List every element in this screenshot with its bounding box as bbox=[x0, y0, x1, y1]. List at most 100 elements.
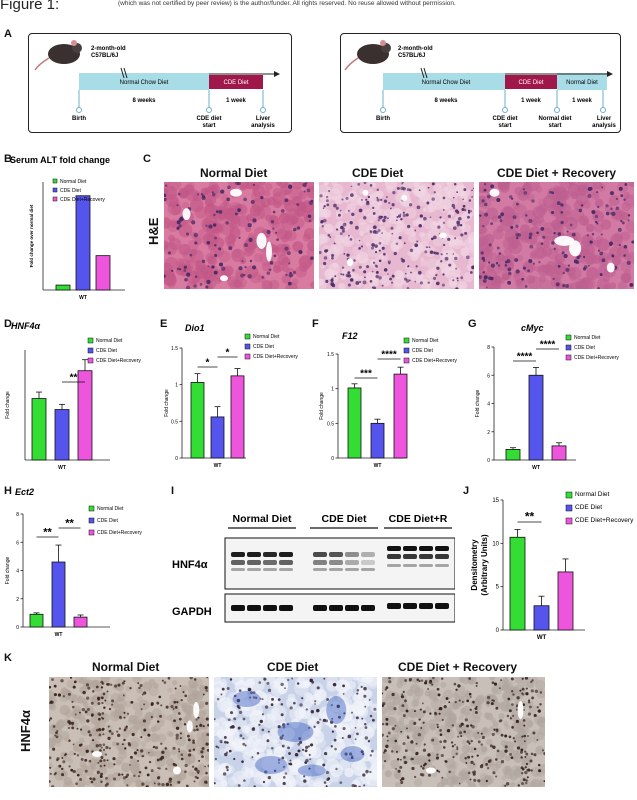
nucleus bbox=[571, 232, 576, 237]
nucleus bbox=[313, 725, 316, 728]
nucleus bbox=[356, 692, 359, 695]
nucleus bbox=[429, 216, 432, 218]
nucleus bbox=[524, 285, 528, 288]
nucleus bbox=[510, 756, 514, 760]
nucleus bbox=[98, 743, 102, 747]
cell bbox=[335, 723, 347, 736]
timeline-left: 2-month-old C57BL/6J Normal Chow Diet 8 … bbox=[34, 40, 280, 129]
nucleus bbox=[405, 279, 410, 283]
legend-swatch bbox=[52, 178, 58, 184]
legend-swatch bbox=[88, 529, 95, 536]
nucleus bbox=[52, 747, 56, 751]
cell bbox=[364, 208, 373, 217]
bar-cde-diet-recovery bbox=[557, 571, 574, 631]
panel-label-f: F bbox=[312, 318, 319, 330]
nucleus bbox=[71, 700, 74, 703]
nucleus bbox=[318, 251, 322, 255]
nucleus bbox=[284, 198, 289, 203]
nucleus bbox=[264, 770, 268, 774]
nucleus bbox=[137, 775, 141, 778]
nucleus bbox=[444, 760, 447, 763]
nucleus bbox=[322, 763, 326, 767]
nucleus bbox=[578, 208, 583, 213]
nucleus bbox=[86, 719, 90, 723]
hnf4a-band-upper bbox=[231, 552, 245, 557]
nucleus bbox=[504, 749, 508, 753]
nucleus bbox=[71, 705, 75, 709]
gapdh-band bbox=[263, 605, 277, 611]
nucleus bbox=[102, 743, 106, 746]
nucleus bbox=[395, 767, 398, 770]
y-tick-label: 0 bbox=[16, 625, 19, 631]
legend-entry: CDE Diet+Recovery bbox=[412, 358, 457, 364]
nucleus bbox=[270, 703, 274, 706]
nucleus bbox=[79, 711, 81, 714]
nucleus bbox=[196, 193, 200, 196]
cell bbox=[508, 214, 520, 226]
nucleus bbox=[227, 185, 231, 190]
nucleus bbox=[355, 716, 359, 720]
nucleus bbox=[599, 273, 603, 277]
bar-cde-diet bbox=[51, 561, 66, 628]
nucleus bbox=[484, 183, 487, 186]
cell bbox=[339, 685, 354, 699]
nucleus bbox=[350, 711, 354, 714]
cell bbox=[217, 696, 233, 713]
cell bbox=[384, 770, 392, 778]
nucleus bbox=[100, 772, 103, 776]
nucleus bbox=[383, 199, 388, 203]
nucleus bbox=[395, 242, 399, 246]
nucleus bbox=[249, 259, 253, 263]
cell bbox=[122, 776, 133, 787]
nucleus bbox=[516, 202, 519, 206]
nucleus bbox=[525, 687, 528, 690]
nucleus bbox=[122, 694, 125, 697]
nucleus bbox=[73, 680, 77, 684]
nucleus bbox=[524, 676, 529, 680]
cell bbox=[156, 733, 167, 743]
nucleus bbox=[431, 182, 435, 186]
nucleus bbox=[167, 251, 172, 255]
legend-entry: Normal Diet bbox=[412, 338, 439, 344]
mouse-label-1: 2-month-old bbox=[398, 46, 433, 52]
nucleus bbox=[369, 770, 372, 774]
cell bbox=[227, 776, 238, 787]
cell bbox=[178, 243, 191, 256]
nucleus bbox=[56, 730, 59, 733]
nucleus bbox=[326, 778, 330, 781]
cell bbox=[317, 234, 328, 245]
nucleus bbox=[325, 249, 329, 252]
nucleus bbox=[267, 730, 270, 733]
bar-normal-chow bbox=[79, 73, 209, 90]
nucleus bbox=[627, 219, 630, 222]
nucleus bbox=[244, 266, 247, 269]
nucleus bbox=[414, 229, 417, 232]
nucleus bbox=[242, 737, 245, 740]
nucleus bbox=[565, 284, 570, 288]
cell bbox=[154, 750, 162, 758]
cell bbox=[415, 709, 425, 719]
cell bbox=[105, 724, 113, 732]
cell bbox=[417, 197, 428, 207]
nucleus bbox=[496, 246, 500, 250]
cell bbox=[553, 262, 567, 275]
cell bbox=[370, 259, 377, 265]
nucleus bbox=[202, 725, 205, 728]
cell bbox=[282, 727, 295, 740]
nucleus bbox=[528, 699, 531, 702]
nucleus bbox=[75, 782, 78, 786]
nucleus bbox=[360, 245, 364, 248]
nucleus bbox=[299, 703, 303, 707]
nucleus bbox=[627, 214, 631, 217]
nucleus bbox=[142, 719, 146, 723]
nucleus bbox=[97, 698, 100, 701]
nucleus bbox=[116, 730, 119, 733]
nucleus bbox=[364, 726, 368, 729]
y-tick-label: 6 bbox=[487, 373, 490, 379]
cell bbox=[261, 280, 273, 291]
nucleus bbox=[161, 679, 164, 682]
nucleus bbox=[491, 732, 495, 736]
cell bbox=[266, 749, 273, 756]
cell bbox=[396, 709, 403, 716]
cell bbox=[529, 729, 540, 740]
